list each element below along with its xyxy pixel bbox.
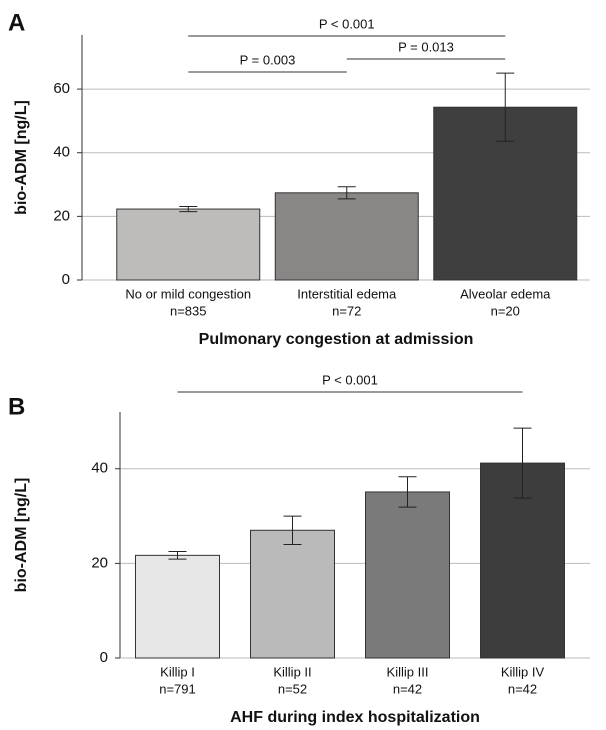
sample-size: n=20 [491,303,520,318]
y-tick-label: 60 [53,80,70,97]
x-axis-title: AHF during index hospitalization [230,709,480,726]
bar [135,554,220,659]
bar [365,491,450,659]
bar [250,529,335,659]
y-tick-label: 20 [53,207,70,224]
sample-size: n=835 [170,303,207,318]
x-tick-label: Interstitial edema [297,286,397,301]
panel-label: B [8,393,25,420]
sample-size: n=72 [332,303,361,318]
x-tick-label: Killip I [160,664,195,679]
y-tick-label: 20 [91,554,108,571]
y-tick-label: 0 [100,649,108,666]
y-tick-label: 40 [53,144,70,161]
x-tick-label: No or mild congestion [125,286,251,301]
p-value: P = 0.003 [240,52,296,67]
y-axis-title: bio-ADM [ng/L] [13,478,30,593]
y-axis-title: bio-ADM [ng/L] [13,100,30,215]
x-tick-label: Alveolar edema [460,286,551,301]
x-tick-label: Killip IV [501,664,545,679]
p-value: P = 0.013 [398,39,454,54]
bar [116,208,261,281]
p-value: P < 0.001 [319,16,375,31]
y-tick-label: 40 [91,460,108,477]
sample-size: n=42 [393,681,422,696]
y-tick-label: 0 [62,271,70,288]
sample-size: n=42 [508,681,537,696]
x-tick-label: Killip III [387,664,429,679]
panel-label: A [8,9,25,36]
x-tick-label: Killip II [273,664,311,679]
p-value: P < 0.001 [322,372,378,387]
bar [274,192,419,281]
sample-size: n=52 [278,681,307,696]
x-axis-title: Pulmonary congestion at admission [199,331,474,348]
sample-size: n=791 [159,681,196,696]
